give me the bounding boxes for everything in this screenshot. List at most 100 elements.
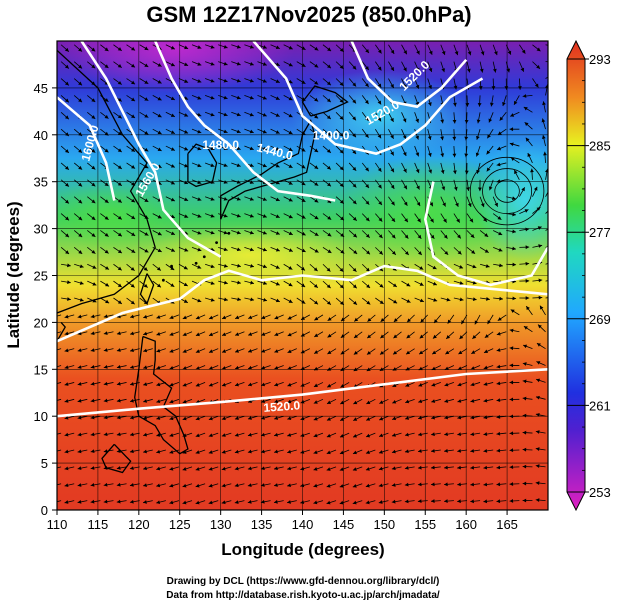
streamline-841 bbox=[444, 482, 454, 487]
streamline-36 bbox=[64, 365, 75, 370]
streamline-92 bbox=[90, 365, 101, 369]
streamline-161 bbox=[126, 145, 136, 153]
streamline-579 bbox=[322, 179, 332, 187]
streamline-1063 bbox=[545, 44, 548, 46]
streamline-795 bbox=[420, 314, 428, 323]
streamline-844 bbox=[444, 432, 454, 437]
streamline-750 bbox=[401, 129, 407, 140]
streamline-675 bbox=[365, 449, 376, 455]
streamline-574 bbox=[322, 263, 331, 272]
streamline-529 bbox=[296, 78, 306, 85]
streamline-204 bbox=[143, 365, 153, 370]
streamline-958 bbox=[496, 398, 507, 403]
streamline-505 bbox=[287, 483, 297, 488]
streamline-252 bbox=[169, 500, 180, 505]
streamline-734 bbox=[392, 398, 402, 404]
streamline-381 bbox=[231, 213, 241, 218]
streamline-739 bbox=[393, 314, 402, 323]
streamline-848 bbox=[444, 365, 455, 371]
streamline-327 bbox=[204, 179, 215, 184]
streamline-647 bbox=[352, 449, 363, 455]
streamline-1032 bbox=[522, 94, 533, 98]
streamline-489 bbox=[283, 280, 293, 287]
streamline-202 bbox=[143, 398, 153, 403]
streamline-434 bbox=[257, 263, 268, 269]
streamline-572 bbox=[322, 297, 332, 305]
streamline-860 bbox=[453, 162, 457, 175]
cyclone-ring-0 bbox=[494, 179, 520, 203]
streamline-854 bbox=[453, 263, 464, 269]
streamline-209 bbox=[152, 280, 162, 288]
streamline-773 bbox=[414, 213, 422, 223]
streamline-406 bbox=[244, 263, 255, 268]
plot-area: 1400.01440.01480.01520.01520.01520.01600… bbox=[57, 41, 548, 510]
streamline-60 bbox=[77, 432, 88, 437]
streamline-355 bbox=[218, 179, 228, 184]
streamline-445 bbox=[257, 78, 267, 83]
streamline-316 bbox=[195, 365, 206, 370]
streamline-702 bbox=[378, 466, 389, 471]
streamline-177 bbox=[129, 348, 140, 353]
island-1 bbox=[194, 261, 198, 265]
streamline-99 bbox=[100, 247, 109, 254]
streamline-507 bbox=[287, 449, 297, 454]
streamline-157 bbox=[126, 213, 136, 220]
streamline-859 bbox=[453, 179, 458, 191]
streamline-374 bbox=[221, 331, 232, 336]
streamline-756 bbox=[404, 499, 415, 504]
streamline-423 bbox=[247, 449, 258, 454]
streamline-911 bbox=[479, 247, 489, 254]
streamline-140 bbox=[116, 499, 127, 504]
streamline-186 bbox=[139, 196, 149, 203]
streamline-479 bbox=[273, 449, 284, 454]
streamline-158 bbox=[126, 196, 136, 203]
streamline-313 bbox=[195, 415, 206, 421]
streamline-59 bbox=[77, 449, 88, 454]
streamline-389 bbox=[231, 78, 241, 83]
streamline-205 bbox=[143, 348, 153, 353]
streamline-900 bbox=[470, 432, 481, 437]
streamline-4 bbox=[57, 432, 62, 435]
streamline-805 bbox=[427, 145, 432, 157]
streamline-320 bbox=[205, 297, 215, 302]
contour-line-0 bbox=[57, 264, 548, 343]
streamline-1023 bbox=[532, 244, 543, 248]
streamline-1029 bbox=[525, 137, 533, 147]
streamline-672 bbox=[365, 500, 376, 505]
streamline-451 bbox=[260, 449, 271, 454]
streamline-898 bbox=[470, 465, 481, 470]
chart-title: GSM 12Z17Nov2025 (850.0hPa) bbox=[146, 2, 471, 27]
streamline-743 bbox=[401, 247, 410, 256]
streamline-592 bbox=[326, 432, 337, 438]
streamline-619 bbox=[339, 449, 350, 455]
streamline-2 bbox=[57, 466, 62, 469]
streamline-939 bbox=[493, 246, 503, 252]
streamline-147 bbox=[116, 381, 127, 386]
streamline-1016 bbox=[522, 362, 533, 366]
streamline-246 bbox=[165, 128, 176, 134]
streamline-409 bbox=[244, 213, 254, 218]
streamline-612 bbox=[335, 95, 344, 104]
streamline-30 bbox=[64, 466, 75, 471]
streamline-1037 bbox=[535, 481, 546, 485]
streamline-573 bbox=[322, 280, 331, 289]
streamline-883 bbox=[466, 247, 476, 255]
streamline-533 bbox=[300, 483, 310, 488]
streamline-174 bbox=[129, 398, 140, 403]
streamline-888 bbox=[464, 162, 469, 175]
streamline-591 bbox=[326, 449, 337, 455]
streamline-774 bbox=[414, 196, 421, 207]
anomaly-patch-2 bbox=[340, 155, 520, 265]
streamline-9 bbox=[57, 348, 62, 351]
streamline-781 bbox=[414, 78, 420, 89]
streamline-725 bbox=[388, 78, 395, 89]
streamline-840 bbox=[444, 499, 454, 503]
streamline-89 bbox=[90, 415, 101, 420]
streamline-164 bbox=[126, 95, 136, 102]
streamline-392 bbox=[234, 500, 245, 504]
streamline-351 bbox=[218, 246, 228, 252]
streamline-148 bbox=[116, 365, 127, 369]
streamline-776 bbox=[414, 162, 420, 174]
streamline-706 bbox=[379, 398, 389, 404]
x-axis-ticks: 110 115 120 125 130 135 140 145 150 155 160 165 bbox=[47, 510, 518, 532]
